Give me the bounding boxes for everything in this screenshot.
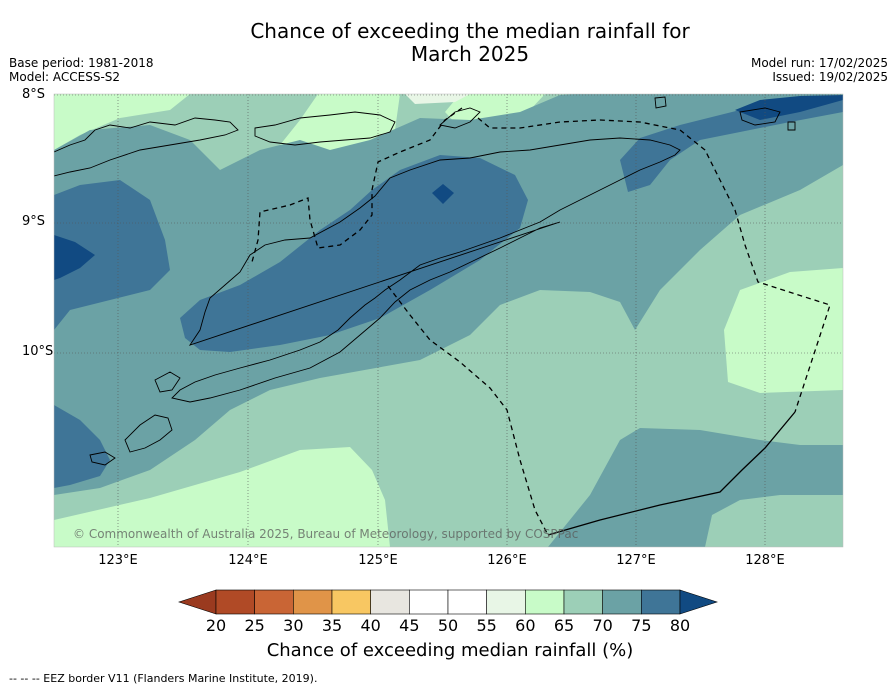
lon-label-127e: 127°E <box>616 553 656 568</box>
contour-70-75-main <box>54 94 843 495</box>
lon-label-123e: 123°E <box>98 553 138 568</box>
contour-75-80-northeast <box>620 94 843 192</box>
coastline-small-islands <box>654 96 796 131</box>
chart-title: Chance of exceeding the median rainfall … <box>200 20 740 66</box>
map-frame <box>53 93 844 548</box>
eez-border-timor-sea <box>477 117 831 413</box>
colorbar-tick-label: 25 <box>244 616 265 635</box>
meta-left: Base period: 1981-2018 Model: ACCESS-S2 <box>9 56 154 84</box>
contour-80-west <box>54 235 95 280</box>
lat-label-9s: 9°S <box>22 214 46 229</box>
colorbar-segment <box>370 589 410 615</box>
colorbar-tick-label: 20 <box>205 616 227 635</box>
contour-80-central <box>432 184 454 204</box>
base-period: Base period: 1981-2018 <box>9 56 154 70</box>
colorbar-tick-label: 70 <box>592 616 613 635</box>
gridlines <box>54 94 843 547</box>
contour-80-northeast <box>735 95 843 120</box>
colorbar-segment <box>215 589 255 615</box>
colorbar-segment <box>331 589 371 615</box>
issued-date: Issued: 19/02/2025 <box>772 70 888 84</box>
coastline-wetar <box>439 107 481 129</box>
contour-60-65-northeast <box>445 94 545 128</box>
colorbar-over-arrow <box>679 589 718 615</box>
colorbar-segment <box>486 589 526 615</box>
map-area <box>54 94 843 547</box>
contour-55-60-north <box>405 94 470 104</box>
title-line-2: March 2025 <box>410 42 530 66</box>
eez-border-south <box>387 285 549 536</box>
eez-border <box>251 107 831 536</box>
colorbar-tick-label: 40 <box>360 616 381 635</box>
colorbar-segment <box>602 589 642 615</box>
colorbar-segment <box>641 589 681 615</box>
colorbar <box>178 589 718 615</box>
colorbar-segment <box>447 589 487 615</box>
coastline-babar <box>739 107 781 126</box>
lon-label-128e: 128°E <box>745 553 785 568</box>
lat-label-10s: 10°S <box>22 344 54 359</box>
model-run: Model run: 17/02/2025 <box>750 56 888 70</box>
colorbar-tick-label: 55 <box>476 616 497 635</box>
colorbar-tick-label: 30 <box>283 616 304 635</box>
colorbar-tick-label: 45 <box>399 616 420 635</box>
lat-label-8s: 8°S <box>22 87 46 102</box>
colorbar-title: Chance of exceeding median rainfall (%) <box>266 640 634 661</box>
lon-label-126e: 126°E <box>487 553 527 568</box>
colorbar-tick-label: 60 <box>515 616 536 635</box>
coastline-flores-islands <box>54 117 239 177</box>
colorbar-under-arrow <box>178 589 217 615</box>
colorbar-segment <box>293 589 333 615</box>
coastlines <box>54 96 796 466</box>
colorbar-tick-label: 50 <box>437 616 459 635</box>
eez-border-timor-leste <box>251 107 463 263</box>
coastline-alor <box>254 111 396 146</box>
contour-60-65-northwest <box>54 94 190 150</box>
eez-footnote: -- -- -- EEZ border V11 (Flanders Marine… <box>9 672 318 685</box>
colorbar-tick-label: 35 <box>321 616 343 635</box>
colorbar-segment <box>525 589 565 615</box>
copyright-notice: © Commonwealth of Australia 2025, Bureau… <box>73 527 579 541</box>
meta-right: Model run: 17/02/2025 Issued: 19/02/2025 <box>751 56 888 84</box>
coastline-rote-sabu <box>89 371 181 466</box>
contour-60-65-south <box>54 447 390 547</box>
colorbar-tick-label: 80 <box>669 616 691 635</box>
colorbar-segment <box>409 589 449 615</box>
colorbar-segment <box>563 589 603 615</box>
colorbar-tick-label: 65 <box>553 616 575 635</box>
contour-75-80-southwest <box>54 405 110 488</box>
title-line-1: Chance of exceeding the median rainfall … <box>250 19 690 43</box>
contour-75-80-west <box>54 180 170 330</box>
coastline-timor-north <box>171 137 681 403</box>
lon-label-124e: 124°E <box>228 553 268 568</box>
colorbar-tick-label: 75 <box>631 616 652 635</box>
eez-border-solid <box>547 411 796 536</box>
contour-60-65-east <box>724 268 843 393</box>
contour-75-80-central <box>180 155 528 352</box>
colorbar-segment <box>254 589 294 615</box>
lon-label-125e: 125°E <box>358 553 398 568</box>
contour-65-70-southeast-pocket <box>705 495 843 547</box>
model-name: Model: ACCESS-S2 <box>9 70 121 84</box>
